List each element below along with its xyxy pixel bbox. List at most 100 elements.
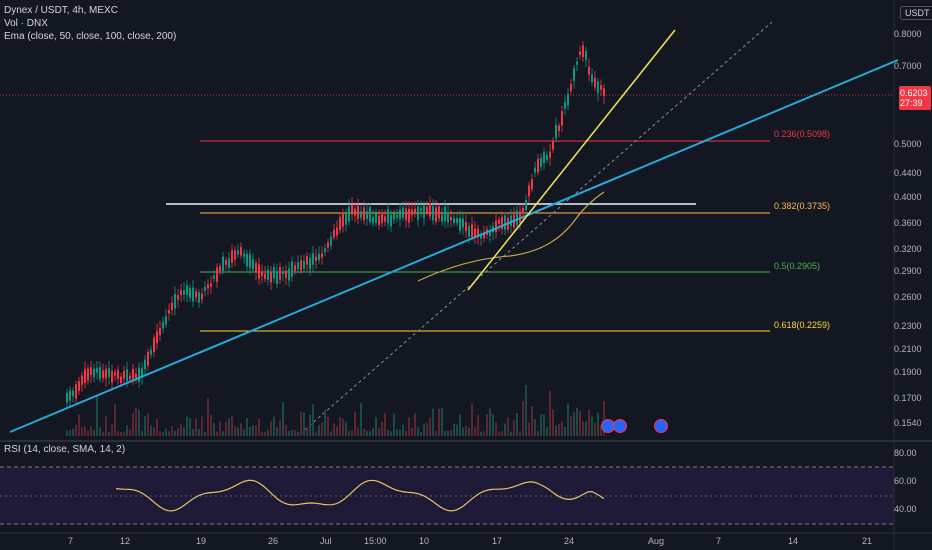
candle [381,212,383,223]
price-tick: 0.1540 [894,418,922,428]
volume-bar [183,427,185,436]
volume-bar [525,384,527,436]
volume-bar [117,431,119,436]
candle [186,285,188,296]
candle [363,207,365,221]
candle [402,207,404,218]
time-tick: 19 [196,536,207,546]
candle [420,208,422,212]
candle [525,200,527,211]
current-price-badge: 0.6203 27:39 [899,86,931,110]
candle [534,167,536,173]
volume-bar [324,410,326,436]
candle [279,267,281,280]
volume-bar [513,420,515,436]
volume-bar [306,426,308,436]
volume-bar [393,413,395,436]
candle [489,230,491,237]
volume-bar [528,422,530,436]
fib-label-0382[interactable]: 0.382(0.3735) [774,201,831,211]
volume-bar [243,429,245,436]
candle [471,224,473,237]
candle [552,140,554,150]
currency-button[interactable]: USDT [900,6,932,20]
candle [378,215,380,226]
fib-label-05[interactable]: 0.5(0.2905) [774,261,821,271]
rsi-line [115,479,605,512]
candle [138,367,140,383]
candle [246,253,248,267]
volume-bar [516,413,518,436]
volume-bar [249,426,251,436]
volume-bar [126,425,128,436]
event-flag-icon[interactable] [613,419,627,433]
candle [333,229,335,238]
volume-bar [318,425,320,436]
current-price-value: 0.6203 [900,88,928,98]
volume-bar [483,431,485,436]
price-tick: 0.3200 [894,244,922,254]
volume-bar [555,425,557,436]
volume-bar [387,429,389,436]
volume-bar [255,425,257,436]
candle [276,271,278,284]
fib-label-0236[interactable]: 0.236(0.5098) [774,129,831,139]
volume-bar [294,430,296,436]
volume-bar [147,413,149,436]
volume-bar [279,420,281,436]
candle [177,295,179,300]
candle [573,68,575,81]
rsi-legend[interactable]: RSI (14, close, SMA, 14, 2) [4,444,126,455]
volume-bar [573,411,575,436]
volume-bar [408,417,410,436]
candle [234,250,236,260]
volume-bar [546,427,548,436]
candle [303,260,305,269]
candle [411,209,413,216]
candle [405,208,407,221]
candle [120,376,122,384]
event-flag-icon[interactable] [654,419,668,433]
price-tick: 0.3600 [894,218,922,228]
volume-bar [225,421,227,436]
ema-legend[interactable]: Ema (close, 50, close, 100, close, 200) [4,31,177,42]
candle [561,111,563,126]
volume-bar [543,414,545,436]
volume-bar [447,430,449,436]
candle [366,211,368,220]
rsi-tick: 80.00 [894,448,917,458]
symbol-legend[interactable]: Dynex / USDT, 4h, MEXC [4,5,118,16]
volume-bar [333,423,335,436]
volume-bar [195,418,197,436]
candle [255,262,257,273]
volume-bar [84,426,86,436]
volume-bar [576,407,578,436]
candle [399,209,401,219]
candle [195,291,197,298]
volume-bar [213,422,215,436]
candle [264,273,266,279]
volume-bar [504,423,506,436]
volume-bar [444,430,446,436]
candle [546,154,548,160]
time-tick: 14 [788,536,799,546]
time-tick: 12 [120,536,131,546]
candle [285,270,287,278]
volume-bar [357,427,359,436]
volume-bar [111,424,113,436]
candle [375,213,377,224]
time-tick: 26 [268,536,279,546]
candle [444,206,446,222]
volume-bar [135,407,137,436]
volume-bar [462,427,464,436]
volume-legend[interactable]: Vol · DNX [4,18,48,29]
candle [312,253,314,265]
candle [429,202,431,217]
fib-label-0618[interactable]: 0.618(0.2259) [774,320,831,330]
volume-bar [531,406,533,436]
candle [339,217,341,231]
price-tick: 0.1700 [894,393,922,403]
volume-bar [537,430,539,436]
candle [480,234,482,239]
